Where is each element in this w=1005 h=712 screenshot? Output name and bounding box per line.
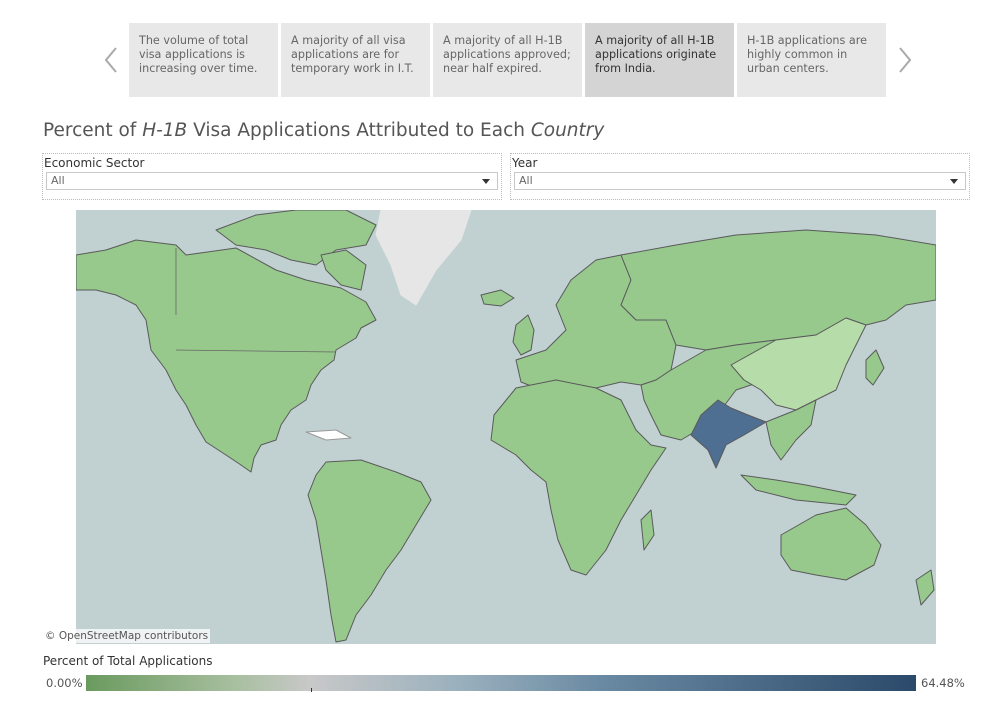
legend-tick-mark <box>311 688 312 692</box>
legend-max-label: 64.48% <box>921 676 965 690</box>
iceland[interactable] <box>480 289 515 307</box>
story-point-4-active[interactable]: A majority of all H-1B applications orig… <box>585 23 734 97</box>
chevron-down-icon <box>482 179 490 184</box>
australia[interactable] <box>780 507 882 581</box>
year-value: All <box>519 174 533 187</box>
india[interactable] <box>690 399 767 469</box>
baffin-island[interactable] <box>320 249 367 291</box>
map-attribution: © OpenStreetMap contributors <box>43 629 211 643</box>
southeast-asia[interactable] <box>765 399 817 461</box>
cuba[interactable] <box>305 429 352 441</box>
previous-story-point-arrow-icon[interactable] <box>101 42 121 78</box>
year-dropdown[interactable]: All <box>514 172 966 190</box>
title-part-3: Visa Applications Attributed to Each <box>187 120 531 141</box>
south-america[interactable] <box>307 459 432 643</box>
next-story-point-arrow-icon[interactable] <box>895 42 915 78</box>
story-navigator: The volume of total visa applications is… <box>129 23 886 97</box>
japan[interactable] <box>865 349 885 386</box>
page-title: Percent of H-1B Visa Applications Attrib… <box>43 120 604 141</box>
story-point-1[interactable]: The volume of total visa applications is… <box>129 23 278 97</box>
economic-sector-label: Economic Sector <box>44 156 145 170</box>
legend-title: Percent of Total Applications <box>43 654 213 668</box>
story-point-2[interactable]: A majority of all visa applications are … <box>281 23 430 97</box>
greenland[interactable] <box>375 210 472 306</box>
legend-color-ramp <box>86 675 916 691</box>
title-part-4: Country <box>530 120 605 141</box>
arctic-islands[interactable] <box>215 210 377 266</box>
year-label: Year <box>512 156 538 170</box>
africa[interactable] <box>490 379 667 576</box>
chevron-down-icon <box>950 179 958 184</box>
title-part-1: Percent of <box>43 120 143 141</box>
world-choropleth-map[interactable] <box>76 210 936 644</box>
economic-sector-filter: Economic Sector All <box>42 153 502 200</box>
north-america-landmass[interactable] <box>76 239 377 473</box>
new-zealand[interactable] <box>915 569 935 606</box>
china[interactable] <box>730 317 867 411</box>
madagascar[interactable] <box>640 509 655 551</box>
uk-ireland[interactable] <box>512 314 535 356</box>
title-part-2: H-1B <box>142 120 188 141</box>
indonesia-islands[interactable] <box>740 474 857 506</box>
economic-sector-value: All <box>51 174 65 187</box>
legend-min-label: 0.00% <box>46 676 83 690</box>
story-point-5[interactable]: H-1B applications are highly common in u… <box>737 23 886 97</box>
economic-sector-dropdown[interactable]: All <box>46 172 498 190</box>
story-point-3[interactable]: A majority of all H-1B applications appr… <box>433 23 582 97</box>
year-filter: Year All <box>510 153 970 200</box>
